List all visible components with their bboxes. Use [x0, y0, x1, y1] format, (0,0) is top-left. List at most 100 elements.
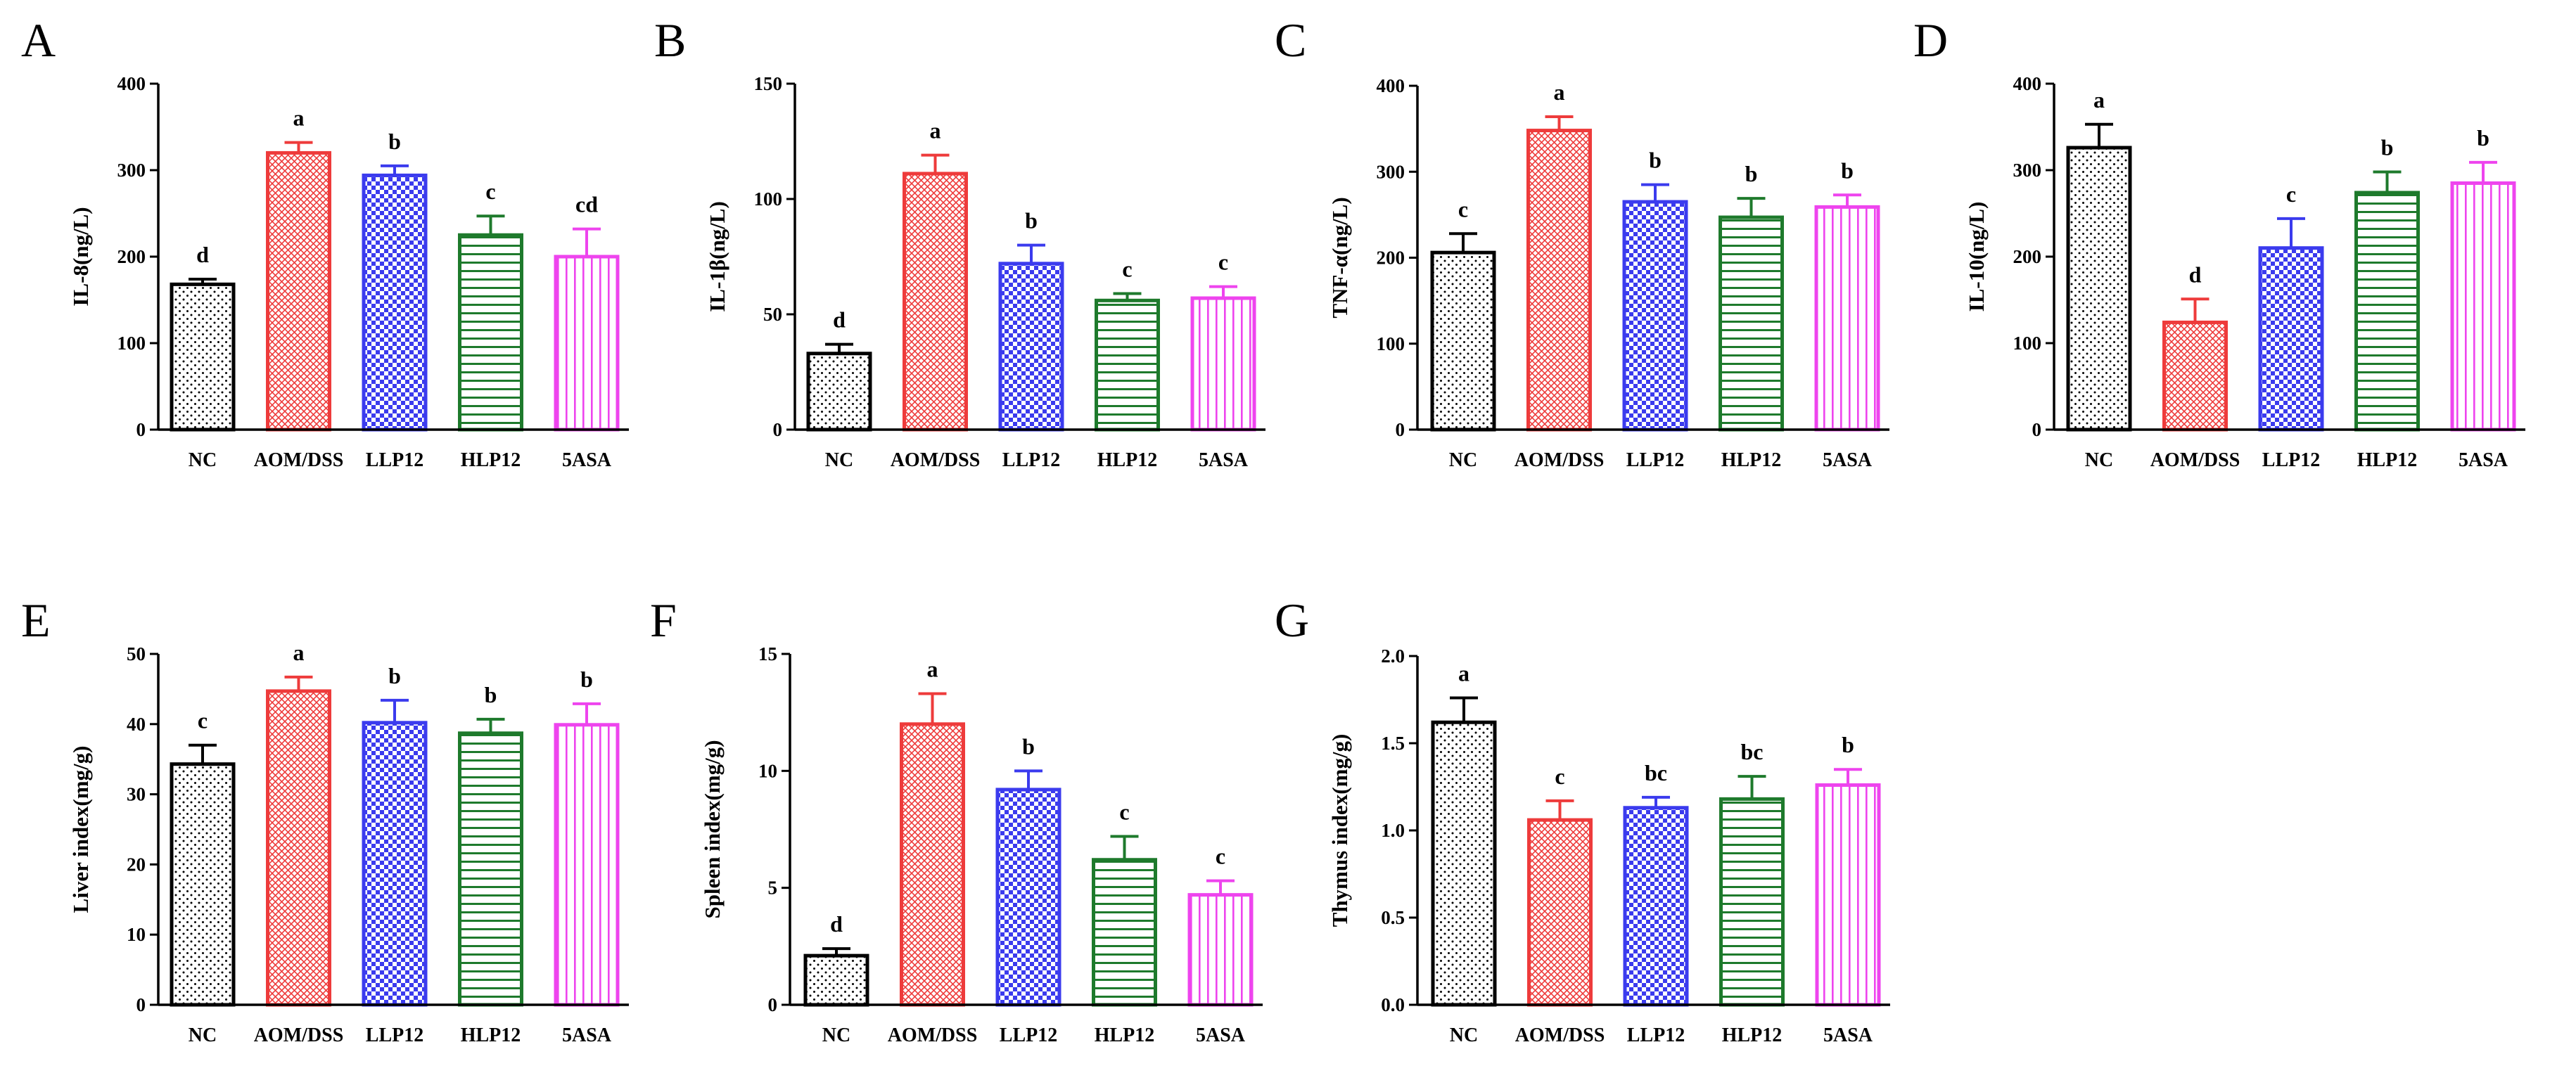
y-tick-label: 0.0	[1381, 994, 1405, 1015]
category-label: AOM/DSS	[888, 1024, 978, 1046]
y-tick-label: 400	[1377, 75, 1405, 96]
bar-5asa	[1187, 893, 1254, 1007]
significance-label: c	[485, 179, 495, 204]
y-tick-label: 5	[768, 878, 778, 899]
category-label: AOM/DSS	[2150, 449, 2240, 471]
y-tick-label: 50	[763, 304, 782, 325]
category-label: 5ASA	[1823, 1024, 1873, 1046]
category-label: 5ASA	[2459, 449, 2508, 471]
significance-label: b	[485, 682, 497, 707]
significance-label: c	[2286, 181, 2296, 207]
bar-nc	[803, 953, 869, 1007]
bar-nc	[806, 352, 872, 432]
significance-label: b	[1745, 161, 1758, 186]
y-axis-title: IL-10(ng/L)	[1964, 202, 1989, 312]
chart-panel-C: Cc NC a AOM/DSS b LLP12 b HLP12 b 5ASA 0 100 200 300 4…	[1275, 13, 1889, 471]
bar-nc	[2066, 146, 2132, 432]
panel-letter: D	[1913, 13, 1948, 67]
y-tick-label: 0.5	[1381, 907, 1405, 928]
y-tick-label: 1.5	[1381, 733, 1405, 754]
y-tick-label: 200	[117, 246, 146, 267]
category-label: NC	[2085, 449, 2113, 471]
chart-panel-E: Ec NC a AOM/DSS b LLP12 b HLP12 b 5ASA 0 10 20 30 40 50…	[21, 593, 629, 1046]
category-label: LLP12	[1626, 449, 1684, 471]
bar-5asa	[1815, 783, 1881, 1007]
category-label: NC	[1449, 449, 1477, 471]
y-tick-label: 1.0	[1381, 820, 1405, 841]
bar-aomdss	[1526, 129, 1592, 432]
bar-llp12	[2258, 246, 2324, 432]
significance-label: c	[198, 708, 208, 733]
significance-label: b	[388, 129, 401, 154]
panel-letter: A	[21, 13, 56, 67]
y-tick-label: 400	[2013, 73, 2042, 94]
y-tick-label: 50	[127, 643, 146, 664]
y-tick-label: 0	[1396, 419, 1405, 440]
bar-llp12	[998, 262, 1064, 432]
category-label: LLP12	[2262, 449, 2320, 471]
significance-label: b	[1025, 208, 1038, 233]
y-axis-title: IL-8(ng/L)	[68, 207, 93, 306]
y-axis-title: Thymus index(mg/g)	[1327, 734, 1352, 927]
significance-label: c	[1458, 196, 1468, 221]
bar-hlp12	[458, 233, 523, 432]
y-tick-label: 150	[754, 73, 783, 94]
chart-panel-F: Fd NC a AOM/DSS b LLP12 c HLP12 c 5ASA 0 5 10 15 Splee…	[650, 593, 1263, 1046]
category-label: HLP12	[461, 1024, 521, 1046]
panel-letter: E	[21, 593, 51, 647]
significance-label: d	[2189, 262, 2202, 287]
y-tick-label: 100	[117, 333, 146, 354]
y-tick-label: 0	[136, 419, 146, 440]
bar-hlp12	[1092, 858, 1157, 1007]
y-tick-label: 300	[117, 160, 146, 181]
significance-label: a	[293, 105, 305, 131]
significance-label: c	[1216, 844, 1225, 869]
y-tick-label: 10	[758, 760, 777, 781]
y-tick-label: 100	[2013, 333, 2042, 354]
panel-letter: F	[650, 593, 677, 647]
y-axis-title: TNF-α(ng/L)	[1327, 197, 1352, 318]
y-tick-label: 0	[136, 994, 146, 1015]
category-label: NC	[822, 1024, 850, 1046]
significance-label: a	[1458, 661, 1469, 686]
bar-hlp12	[1095, 298, 1160, 432]
category-label: HLP12	[1095, 1024, 1155, 1046]
bar-llp12	[362, 173, 428, 432]
category-label: AOM/DSS	[1515, 1024, 1605, 1046]
category-label: AOM/DSS	[1515, 449, 1605, 471]
chart-panel-G: Ga NC c AOM/DSS bc LLP12 bc HLP12 b 5ASA 0.0 0.5 1.0…	[1275, 593, 1890, 1046]
category-label: HLP12	[1721, 449, 1782, 471]
bar-aomdss	[2162, 320, 2228, 432]
bar-nc	[170, 762, 236, 1007]
y-tick-label: 20	[127, 854, 146, 875]
significance-label: b	[1649, 148, 1662, 173]
category-label: HLP12	[461, 449, 521, 471]
category-label: 5ASA	[1823, 449, 1873, 471]
significance-label: a	[1554, 79, 1565, 105]
bar-aomdss	[900, 722, 965, 1007]
bar-hlp12	[1719, 215, 1784, 432]
bar-aomdss	[1527, 818, 1593, 1007]
bar-hlp12	[1719, 797, 1785, 1007]
category-label: NC	[189, 1024, 217, 1046]
significance-label: d	[830, 911, 843, 937]
bar-aomdss	[266, 150, 331, 432]
category-label: NC	[1450, 1024, 1478, 1046]
bar-5asa	[554, 255, 620, 432]
category-label: 5ASA	[1196, 1024, 1246, 1046]
category-label: LLP12	[1627, 1024, 1685, 1046]
y-tick-label: 0	[2032, 419, 2042, 440]
y-tick-label: 30	[127, 784, 146, 805]
bar-llp12	[1623, 806, 1689, 1007]
significance-label: b	[1022, 733, 1035, 759]
category-label: AOM/DSS	[254, 449, 344, 471]
y-tick-label: 300	[2013, 160, 2042, 181]
significance-label: bc	[1645, 760, 1667, 785]
y-tick-label: 15	[758, 643, 777, 664]
category-label: HLP12	[2357, 449, 2418, 471]
chart-panel-B: Bd NC a AOM/DSS b LLP12 c HLP12 c 5ASA 0 50 100 150 IL…	[654, 13, 1265, 471]
bar-llp12	[362, 721, 428, 1007]
category-label: 5ASA	[562, 1024, 612, 1046]
chart-panel-D: Da NC d AOM/DSS c LLP12 b HLP12 b 5ASA 0 100 200 300 4…	[1913, 13, 2525, 471]
